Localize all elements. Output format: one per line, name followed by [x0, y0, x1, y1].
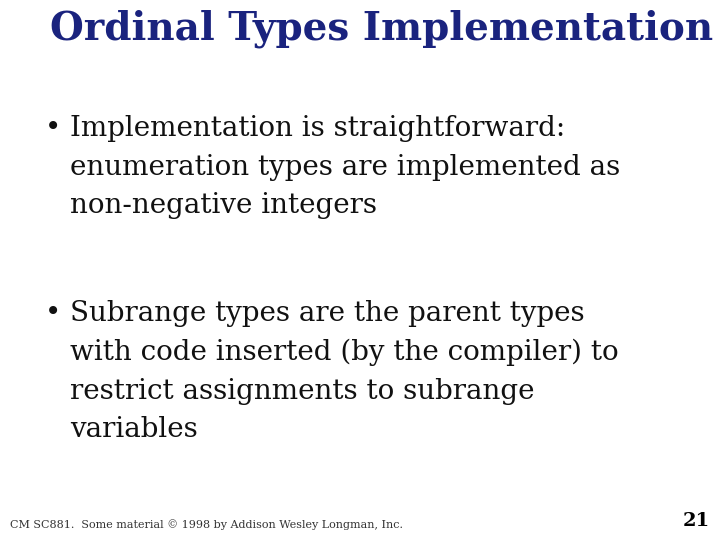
Text: •: •: [45, 300, 61, 327]
Text: •: •: [45, 115, 61, 142]
Text: Ordinal Types Implementation: Ordinal Types Implementation: [50, 10, 713, 49]
Text: Subrange types are the parent types
with code inserted (by the compiler) to
rest: Subrange types are the parent types with…: [70, 300, 618, 443]
Text: Implementation is straightforward:
enumeration types are implemented as
non-nega: Implementation is straightforward: enume…: [70, 115, 620, 219]
Text: 21: 21: [683, 512, 710, 530]
Text: CM SC881.  Some material © 1998 by Addison Wesley Longman, Inc.: CM SC881. Some material © 1998 by Addiso…: [10, 519, 403, 530]
